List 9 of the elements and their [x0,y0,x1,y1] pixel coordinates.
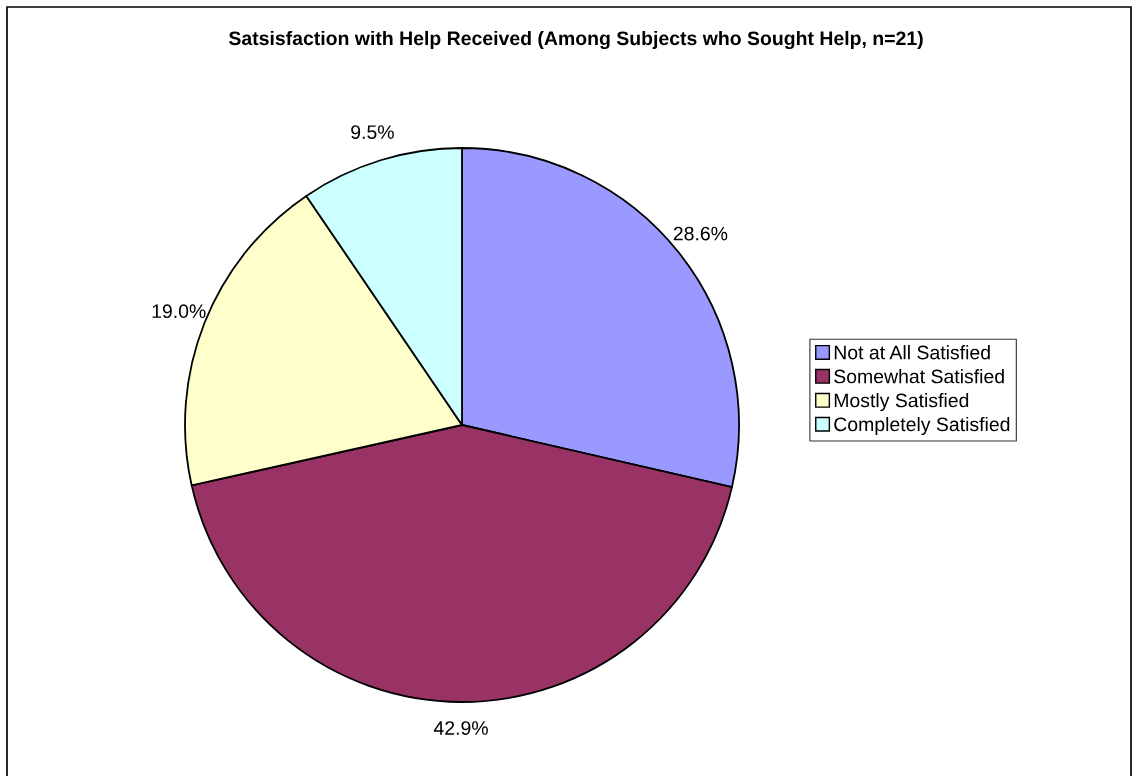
legend-label: Not at All Satisfied [834,345,990,360]
data-label: 28.6% [673,226,728,241]
data-label: 19.0% [152,304,206,319]
legend-label: Completely Satisfied [834,416,1010,436]
data-label: 9.5% [351,125,394,139]
legend-label: Somewhat Satisfied [834,369,1004,384]
legend-label: Mostly Satisfied [834,393,969,412]
data-label: 42.9% [433,721,488,735]
chart-title: Satsisfaction with Help Received (Among Subjects who Sought Help, n=21) [228,30,923,50]
